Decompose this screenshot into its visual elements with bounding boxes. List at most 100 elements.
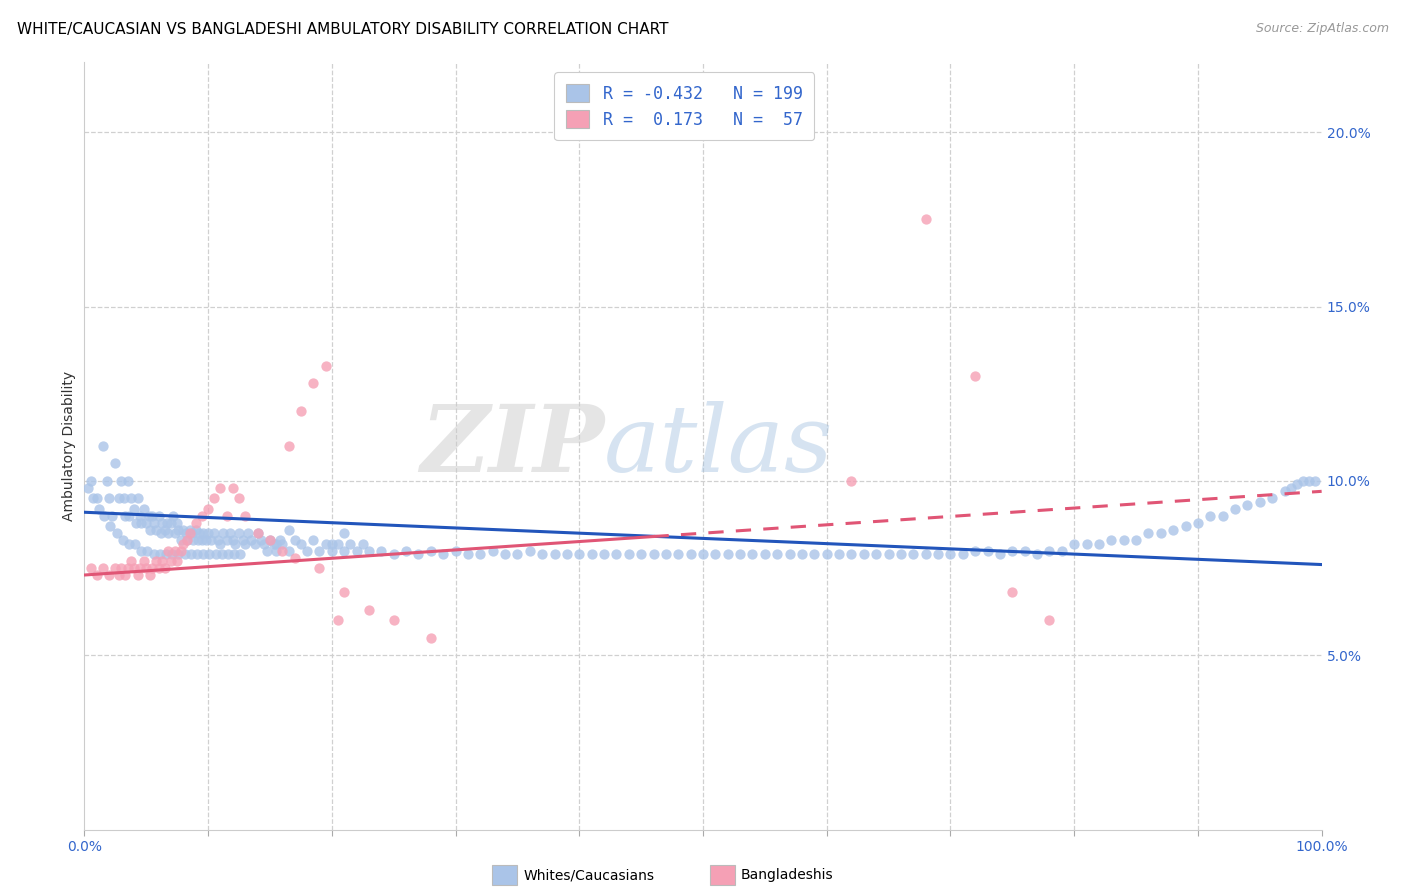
Point xyxy=(96,474,118,488)
Point xyxy=(240,533,263,548)
Point xyxy=(209,481,232,495)
Point xyxy=(877,547,900,561)
Point xyxy=(170,543,193,558)
Point xyxy=(222,533,245,548)
Point xyxy=(264,536,287,550)
Point xyxy=(173,547,195,561)
Point xyxy=(79,561,101,575)
Point xyxy=(167,547,190,561)
Point xyxy=(120,491,142,506)
Point xyxy=(104,457,127,471)
Point xyxy=(315,536,337,550)
Point xyxy=(841,474,863,488)
Point xyxy=(114,508,136,523)
Point xyxy=(1274,484,1296,499)
Point xyxy=(198,547,221,561)
Point xyxy=(217,547,239,561)
Point xyxy=(156,516,179,530)
Point xyxy=(124,536,146,550)
Point xyxy=(91,561,114,575)
Point xyxy=(145,523,167,537)
Point xyxy=(841,547,863,561)
Point xyxy=(139,568,162,582)
Point xyxy=(1001,543,1024,558)
Text: Bangladeshis: Bangladeshis xyxy=(741,868,834,882)
Point xyxy=(142,516,165,530)
Point xyxy=(197,501,219,516)
Point xyxy=(141,508,163,523)
Point xyxy=(333,526,356,541)
Point xyxy=(543,547,565,561)
Point xyxy=(117,561,139,575)
Point xyxy=(222,481,245,495)
Point xyxy=(1285,477,1308,491)
Point xyxy=(965,369,987,384)
Point xyxy=(211,547,233,561)
Point xyxy=(1076,536,1098,550)
Point xyxy=(1137,526,1160,541)
Point xyxy=(927,547,949,561)
Point xyxy=(1249,495,1271,509)
Point xyxy=(333,585,356,599)
Point xyxy=(815,547,838,561)
Point xyxy=(232,533,254,548)
Point xyxy=(166,516,188,530)
Point xyxy=(277,523,299,537)
Point xyxy=(194,533,217,548)
Point xyxy=(233,508,256,523)
Point xyxy=(215,533,238,548)
Text: ZIP: ZIP xyxy=(420,401,605,491)
Point xyxy=(191,547,214,561)
Point xyxy=(1150,526,1173,541)
Point xyxy=(308,561,330,575)
Point xyxy=(148,508,170,523)
Point xyxy=(149,547,172,561)
Point xyxy=(118,508,141,523)
Point xyxy=(382,547,405,561)
Point xyxy=(253,536,276,550)
Point xyxy=(108,491,131,506)
Point xyxy=(444,543,467,558)
Point xyxy=(326,613,349,627)
Point xyxy=(605,547,627,561)
Point xyxy=(200,533,222,548)
Point xyxy=(643,547,665,561)
Point xyxy=(155,547,177,561)
Point xyxy=(86,491,108,506)
Point xyxy=(93,508,115,523)
Point xyxy=(181,533,204,548)
Point xyxy=(191,508,214,523)
Point xyxy=(481,543,503,558)
Point xyxy=(432,547,454,561)
Point xyxy=(302,376,325,391)
Point xyxy=(326,536,349,550)
Point xyxy=(125,516,148,530)
Point xyxy=(104,561,127,575)
Point xyxy=(457,547,479,561)
Point xyxy=(1112,533,1135,548)
Point xyxy=(269,533,291,548)
Point xyxy=(1125,533,1147,548)
Point xyxy=(1001,585,1024,599)
Point xyxy=(531,547,554,561)
Point xyxy=(122,561,145,575)
Point xyxy=(357,603,380,617)
Point xyxy=(179,526,201,541)
Point xyxy=(176,533,198,548)
Point xyxy=(692,547,714,561)
Point xyxy=(519,543,541,558)
Point xyxy=(145,554,167,568)
Point xyxy=(264,543,287,558)
Point xyxy=(290,536,312,550)
Point xyxy=(132,554,155,568)
Point xyxy=(295,543,318,558)
Point xyxy=(188,526,211,541)
Point xyxy=(174,526,197,541)
Point xyxy=(352,536,374,550)
Point xyxy=(186,547,208,561)
Point xyxy=(127,568,149,582)
Point xyxy=(1298,474,1320,488)
Point xyxy=(256,543,278,558)
Point xyxy=(704,547,727,561)
Point xyxy=(129,508,152,523)
